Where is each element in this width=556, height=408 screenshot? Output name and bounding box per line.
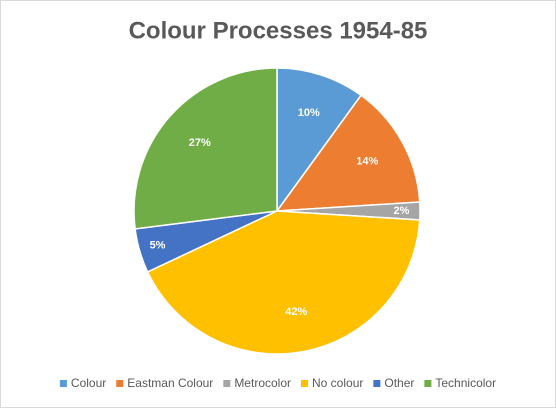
data-label: 10% (298, 107, 320, 119)
data-label: 5% (150, 240, 166, 252)
legend-label: Eastman Colour (127, 376, 213, 390)
legend-swatch (223, 380, 231, 387)
data-label: 2% (393, 205, 409, 217)
legend-label: Technicolor (435, 376, 496, 390)
data-label: 27% (189, 137, 211, 149)
pie-slice (275, 94, 421, 212)
legend-swatch (59, 380, 67, 387)
pie-slice (146, 210, 421, 355)
pie-slice (276, 67, 363, 214)
data-label: 42% (285, 306, 307, 318)
pie-slice (133, 67, 278, 230)
legend-swatch (301, 380, 309, 387)
legend-label: No colour (312, 376, 363, 390)
legend-swatch (116, 380, 124, 387)
legend-swatch (424, 380, 432, 387)
data-label: 14% (356, 155, 378, 167)
legend-label: Other (384, 376, 414, 390)
legend-swatch (373, 380, 381, 387)
legend-label: Metrocolor (234, 376, 291, 390)
legend-label: Colour (71, 376, 106, 390)
chart-title: Colour Processes 1954-85 (129, 17, 428, 44)
